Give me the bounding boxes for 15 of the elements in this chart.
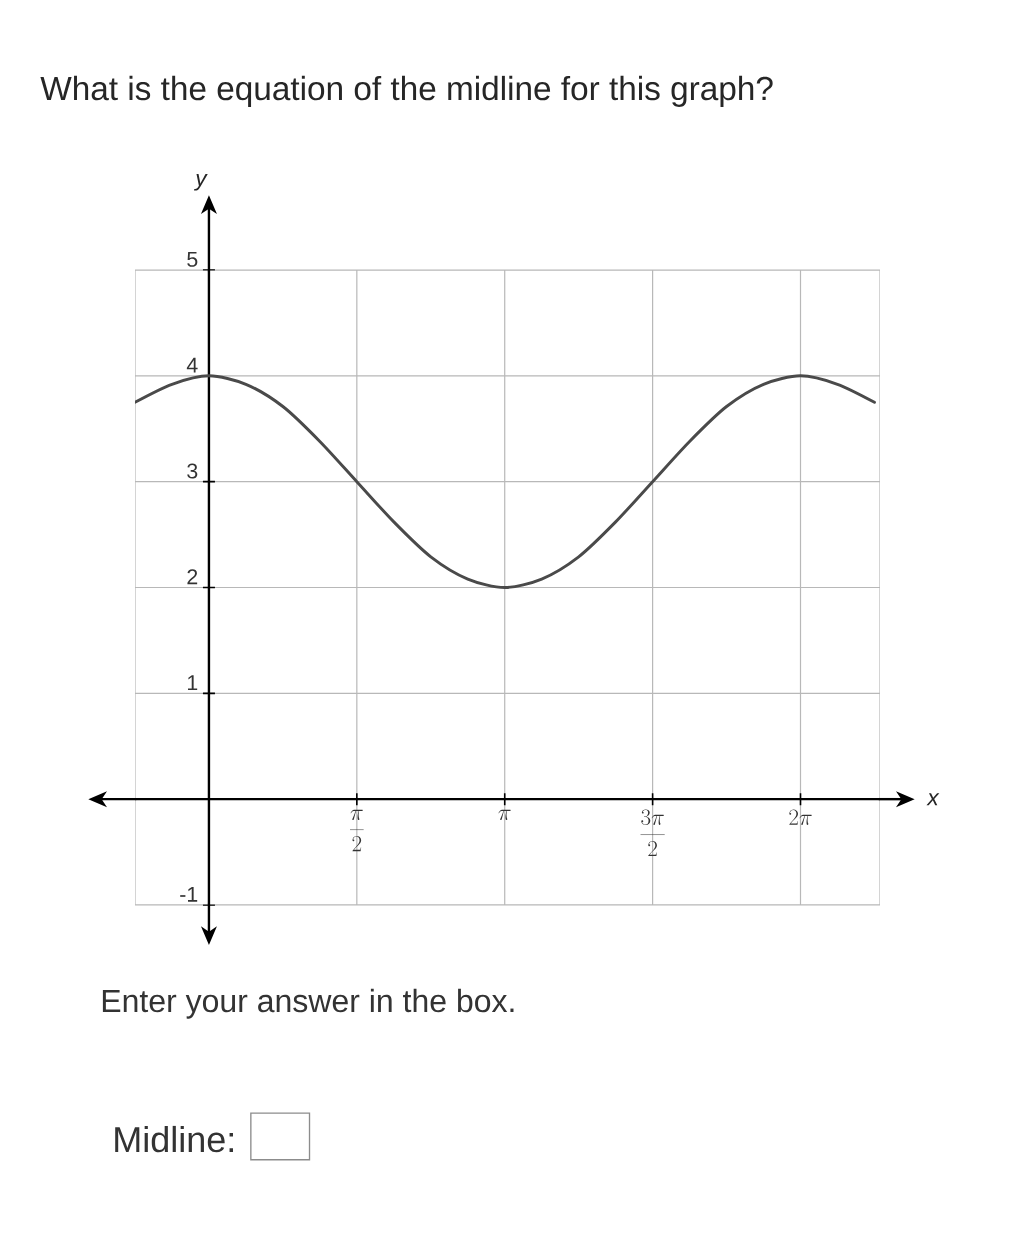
x-tick-label: $\pi$ <box>498 809 511 821</box>
y-tick-label: 1 <box>188 675 198 690</box>
x-tick-label: $\frac{\pi}{2}$ <box>350 809 364 852</box>
y-tick-label: 4 <box>186 357 198 373</box>
x-axis-title: x <box>926 793 940 806</box>
y-axis-title: y <box>194 173 208 191</box>
text: Enter your answer in the box. <box>102 988 514 1019</box>
y-tick-label: 2 <box>187 569 198 585</box>
text: Midline: <box>115 1125 233 1153</box>
y-tick-label: -1 <box>180 886 198 902</box>
chart-title: What is the equation of the midline for this graph? <box>40 75 773 107</box>
x-tick-label: $2\pi$ <box>789 809 812 825</box>
x-tick-label: $\frac{3\pi}{2}$ <box>640 809 665 857</box>
y-tick-label: 5 <box>187 251 198 267</box>
y-tick-label: 3 <box>187 463 198 479</box>
